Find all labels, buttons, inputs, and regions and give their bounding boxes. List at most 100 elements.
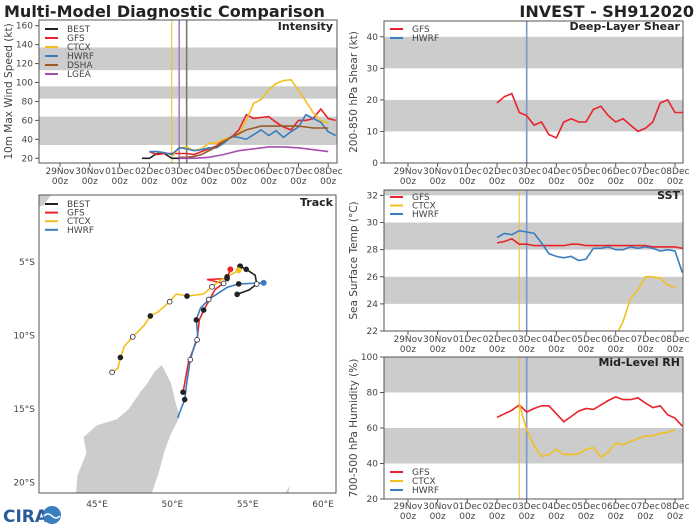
x-tick-hour: 00z bbox=[141, 177, 157, 187]
x-tick-day: 02Dec bbox=[483, 502, 512, 512]
legend-label: HWRF bbox=[412, 210, 439, 220]
track-time-marker bbox=[205, 296, 212, 303]
x-tick-day: 03Dec bbox=[512, 502, 541, 512]
legend-label: CTCX bbox=[67, 217, 91, 227]
legend-label: GFS bbox=[67, 34, 85, 44]
x-tick-hour: 00z bbox=[548, 345, 564, 355]
gray-band bbox=[384, 276, 683, 304]
y-tick-label: 120 bbox=[16, 60, 33, 70]
legend-label: DSHA bbox=[67, 61, 93, 71]
track-start-marker bbox=[227, 266, 234, 273]
x-tick-day: 08Dec bbox=[661, 502, 690, 512]
y-tick-label: 100 bbox=[16, 79, 33, 89]
x-tick-hour: 00z bbox=[578, 345, 594, 355]
panel-title: Deep-Layer Shear bbox=[569, 20, 680, 33]
sst-panel: 22242628303229Nov00z30Nov00z01Dec00z02De… bbox=[348, 189, 690, 355]
x-tick-day: 29Nov bbox=[393, 167, 423, 177]
series-ctcx-line bbox=[617, 275, 676, 331]
plot-frame bbox=[383, 189, 684, 332]
track-start-marker bbox=[235, 267, 242, 274]
series-ctcx-line bbox=[518, 403, 676, 459]
x-tick-hour: 00z bbox=[548, 177, 564, 187]
gray-band bbox=[39, 47, 337, 71]
x-tick-hour: 00z bbox=[608, 345, 624, 355]
x-tick-hour: 00z bbox=[400, 345, 416, 355]
y-tick-label: 10 bbox=[367, 127, 379, 137]
x-tick-day: 29Nov bbox=[393, 335, 423, 345]
legend-label: LGEA bbox=[67, 70, 92, 80]
x-tick-day: 29Nov bbox=[393, 502, 423, 512]
x-tick-hour: 00z bbox=[320, 177, 336, 187]
y-tick-label: 0 bbox=[372, 159, 378, 169]
cira-logo: CIRA bbox=[3, 506, 61, 525]
legend-label: CTCX bbox=[412, 477, 436, 487]
gray-band bbox=[384, 357, 683, 393]
y-tick-label: 40 bbox=[22, 135, 34, 145]
main-title: Multi-Model Diagnostic Comparison bbox=[4, 2, 325, 21]
x-tick-hour: 00z bbox=[519, 512, 535, 522]
legend-label: HWRF bbox=[412, 34, 439, 44]
x-tick-hour: 00z bbox=[608, 512, 624, 522]
x-tick-hour: 00z bbox=[667, 345, 683, 355]
lat-tick-label: 10°S bbox=[13, 332, 35, 342]
track-time-marker bbox=[200, 307, 207, 313]
x-tick-hour: 00z bbox=[82, 177, 98, 187]
x-tick-hour: 00z bbox=[171, 177, 187, 187]
x-tick-day: 30Nov bbox=[423, 502, 453, 512]
legend-label: HWRF bbox=[412, 486, 439, 496]
x-tick-day: 08Dec bbox=[661, 167, 690, 177]
track-hwrf-line bbox=[176, 282, 264, 419]
plot-frame bbox=[38, 194, 337, 494]
y-tick-label: 80 bbox=[22, 97, 34, 107]
x-tick-hour: 00z bbox=[459, 345, 475, 355]
y-tick-label: 140 bbox=[16, 41, 33, 51]
x-tick-hour: 00z bbox=[637, 177, 653, 187]
x-tick-day: 30Nov bbox=[75, 167, 105, 177]
lon-tick-label: 45°E bbox=[86, 500, 108, 510]
y-tick-label: 30 bbox=[367, 219, 379, 229]
x-tick-day: 05Dec bbox=[572, 502, 601, 512]
track-time-marker bbox=[109, 369, 115, 376]
track-ctcx-line bbox=[111, 269, 240, 373]
cira-logo-text: CIRA bbox=[3, 507, 49, 525]
x-tick-day: 01Dec bbox=[453, 167, 482, 177]
x-tick-hour: 00z bbox=[430, 345, 446, 355]
y-axis-label: 10m Max Wind Speed (kt) bbox=[3, 23, 15, 159]
x-tick-day: 29Nov bbox=[45, 167, 75, 177]
x-tick-day: 03Dec bbox=[512, 167, 541, 177]
y-tick-label: 60 bbox=[22, 116, 34, 126]
x-tick-hour: 00z bbox=[637, 512, 653, 522]
gray-band bbox=[39, 116, 337, 146]
intensity-panel: 2040608010012014016029Nov00z30Nov00z01De… bbox=[3, 19, 343, 187]
x-tick-hour: 00z bbox=[290, 177, 306, 187]
y-tick-label: 28 bbox=[367, 246, 379, 256]
x-tick-day: 06Dec bbox=[601, 167, 630, 177]
y-axis-label: 200-850 hPa Shear (kt) bbox=[348, 31, 360, 153]
y-tick-label: 40 bbox=[367, 33, 379, 43]
track-time-marker bbox=[243, 266, 249, 273]
panel-title: SST bbox=[657, 189, 680, 202]
legend-label: HWRF bbox=[67, 226, 94, 236]
x-tick-day: 08Dec bbox=[314, 167, 343, 177]
x-tick-hour: 00z bbox=[459, 177, 475, 187]
y-tick-label: 160 bbox=[16, 22, 33, 32]
legend-label: CTCX bbox=[412, 202, 436, 212]
gray-band bbox=[384, 190, 683, 196]
x-tick-day: 07Dec bbox=[631, 167, 660, 177]
x-tick-day: 04Dec bbox=[542, 167, 571, 177]
lat-tick-label: 5°S bbox=[19, 258, 35, 268]
series-hwrf-line bbox=[496, 229, 683, 273]
x-tick-hour: 00z bbox=[519, 345, 535, 355]
legend-label: GFS bbox=[412, 468, 430, 478]
mauritius-landmass bbox=[285, 485, 290, 493]
legend-label: HWRF bbox=[67, 52, 94, 62]
track-time-marker bbox=[181, 396, 188, 403]
series-gfs-line bbox=[496, 92, 683, 139]
x-tick-day: 03Dec bbox=[165, 167, 194, 177]
x-tick-day: 01Dec bbox=[105, 167, 134, 177]
x-tick-hour: 00z bbox=[430, 512, 446, 522]
x-tick-day: 30Nov bbox=[423, 167, 453, 177]
panel-title: Mid-Level RH bbox=[598, 356, 680, 369]
panel-title: Intensity bbox=[278, 20, 333, 33]
storm-title: INVEST - SH912020 bbox=[519, 2, 694, 21]
